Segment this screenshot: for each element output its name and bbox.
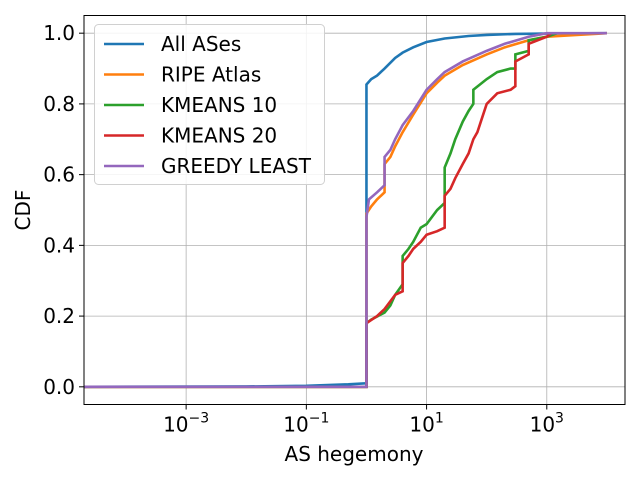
legend: All ASes RIPE Atlas KMEANS 10 KMEANS 20 GREE… [94, 24, 325, 185]
legend-label: All ASes [161, 32, 241, 56]
y-tick-label: 0.6 [43, 163, 75, 187]
legend-label: KMEANS 20 [161, 124, 277, 148]
series-line-kmeans-20 [84, 32, 553, 389]
y-tick-label: 1.0 [43, 21, 75, 45]
x-tick-label: 103 [530, 411, 564, 437]
legend-label: KMEANS 10 [161, 93, 277, 117]
y-axis-ticks: 0.0 0.2 0.4 0.6 0.8 1.0 [43, 21, 84, 399]
series-line-all-ases [83, 31, 607, 389]
x-axis-label: AS hegemony [285, 442, 424, 466]
legend-label: GREEDY LEAST [161, 154, 312, 178]
x-tick-label: 10−1 [283, 411, 329, 437]
x-tick-label: 101 [409, 411, 443, 437]
y-tick-label: 0.2 [43, 304, 75, 328]
series-line-greedy-least [84, 31, 607, 389]
legend-label: RIPE Atlas [161, 63, 261, 87]
x-axis-ticks: 10−3 10−1 101 103 [163, 404, 564, 437]
x-tick-label: 10−3 [163, 411, 209, 437]
series-layer [83, 31, 607, 389]
plot-frame [83, 15, 626, 405]
y-axis-label: CDF [11, 190, 35, 231]
legend-box [94, 24, 325, 185]
y-tick-label: 0.8 [43, 92, 75, 116]
y-tick-label: 0.0 [43, 375, 75, 399]
series-line-ripe-atlas [84, 31, 607, 389]
y-tick-label: 0.4 [43, 233, 75, 257]
